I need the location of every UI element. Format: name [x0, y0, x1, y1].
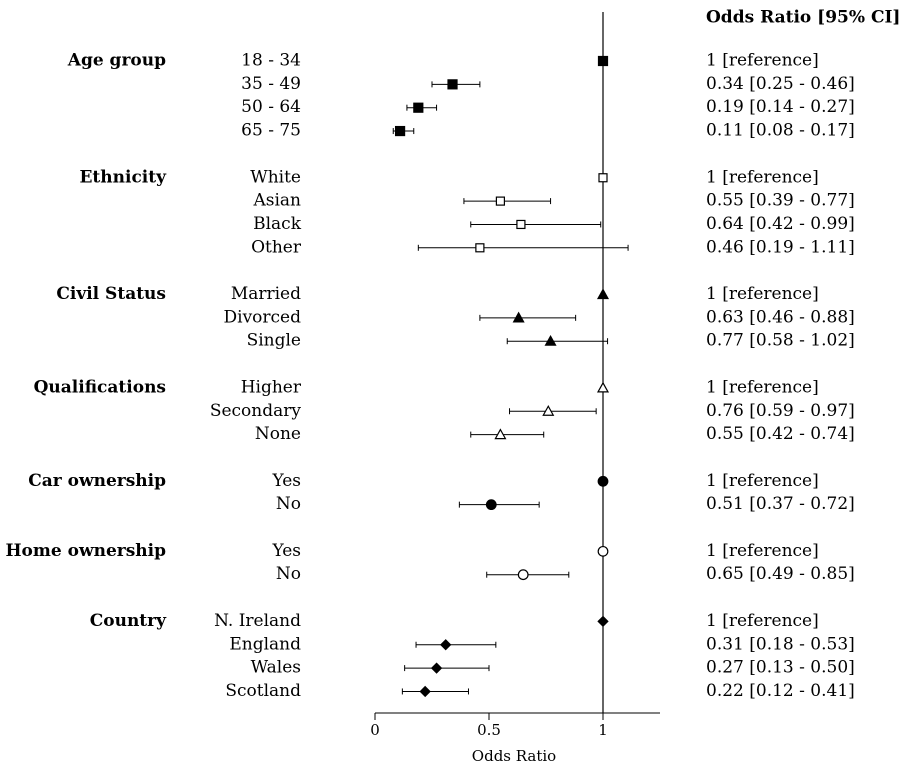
point-6-3 [419, 685, 431, 698]
or-ci-label: 0.55 [0.39 - 0.77] [706, 191, 855, 211]
point-1-2 [516, 219, 526, 230]
level-label: Yes [271, 471, 301, 491]
level-label: None [255, 424, 301, 444]
group-label: Country [90, 611, 167, 631]
point-1-0 [598, 173, 608, 183]
point-0-0 [597, 55, 609, 67]
point-6-2 [430, 662, 443, 674]
point-2-1 [512, 311, 525, 323]
group-label: Age group [67, 51, 166, 71]
or-ci-header: Odds Ratio [95% CI] [706, 8, 900, 28]
level-label: Yes [271, 541, 301, 561]
point-5-0 [597, 545, 609, 557]
or-ci-label: 1 [reference] [706, 51, 819, 71]
or-ci-label: 0.19 [0.14 - 0.27] [706, 97, 855, 117]
or-ci-label: 1 [reference] [706, 541, 819, 561]
x-axis-label: Odds Ratio [472, 747, 556, 765]
point-0-2 [413, 102, 424, 113]
point-4-0 [597, 475, 609, 487]
level-label: Scotland [225, 681, 301, 701]
group-label: Car ownership [28, 471, 166, 491]
point-2-2 [544, 334, 557, 346]
or-ci-label: 0.76 [0.59 - 0.97] [706, 401, 855, 421]
point-5-1 [517, 569, 529, 581]
point-0-1 [447, 79, 458, 90]
level-label: Divorced [224, 307, 302, 327]
or-ci-label: 0.55 [0.42 - 0.74] [706, 424, 855, 444]
level-label: 50 - 64 [241, 97, 301, 117]
level-label: 35 - 49 [241, 74, 301, 94]
level-label: England [229, 634, 301, 654]
or-ci-label: 0.46 [0.19 - 1.11] [706, 237, 855, 257]
level-label: No [276, 564, 301, 584]
level-label: Married [231, 284, 301, 304]
point-2-0 [596, 288, 610, 300]
or-ci-label: 0.27 [0.13 - 0.50] [706, 658, 855, 678]
or-ci-label: 0.77 [0.58 - 1.02] [706, 331, 855, 351]
or-ci-label: 1 [reference] [706, 377, 819, 397]
or-ci-label: 1 [reference] [706, 471, 819, 491]
or-ci-label: 1 [reference] [706, 284, 819, 304]
level-label: Black [253, 214, 302, 234]
point-3-2 [494, 428, 507, 440]
level-label: Single [247, 331, 301, 351]
or-ci-label: 0.65 [0.49 - 0.85] [706, 564, 855, 584]
level-label: N. Ireland [214, 611, 301, 631]
or-ci-label: 0.63 [0.46 - 0.88] [706, 307, 855, 327]
or-ci-label: 0.51 [0.37 - 0.72] [706, 494, 855, 514]
group-label: Ethnicity [79, 167, 167, 187]
level-label: Wales [251, 658, 301, 678]
level-label: Secondary [210, 401, 302, 421]
point-1-1 [495, 196, 505, 206]
point-6-1 [440, 639, 452, 651]
point-6-0 [597, 615, 609, 628]
level-label: Other [251, 237, 302, 257]
level-label: White [250, 167, 301, 187]
or-ci-label: 0.31 [0.18 - 0.53] [706, 634, 855, 654]
point-3-1 [542, 405, 555, 416]
level-label: Asian [252, 191, 301, 211]
group-label: Civil Status [56, 284, 166, 304]
group-label: Home ownership [5, 541, 166, 561]
x-tick-label: 1 [598, 721, 608, 739]
point-0-3 [394, 125, 406, 137]
level-label: 65 - 75 [241, 121, 301, 141]
or-ci-label: 0.11 [0.08 - 0.17] [706, 121, 855, 141]
or-ci-label: 1 [reference] [706, 611, 819, 631]
level-label: 18 - 34 [241, 51, 301, 71]
point-1-3 [475, 243, 485, 253]
level-label: Higher [241, 377, 302, 397]
x-tick-label: 0.5 [477, 721, 501, 739]
point-3-0 [596, 381, 610, 393]
group-label: Qualifications [34, 377, 166, 397]
or-ci-label: 0.34 [0.25 - 0.46] [706, 74, 855, 94]
x-tick-label: 0 [370, 721, 380, 739]
point-4-1 [485, 499, 497, 511]
or-ci-label: 0.22 [0.12 - 0.41] [706, 681, 855, 701]
level-label: No [276, 494, 301, 514]
or-ci-label: 0.64 [0.42 - 0.99] [706, 214, 855, 234]
or-ci-label: 1 [reference] [706, 167, 819, 187]
